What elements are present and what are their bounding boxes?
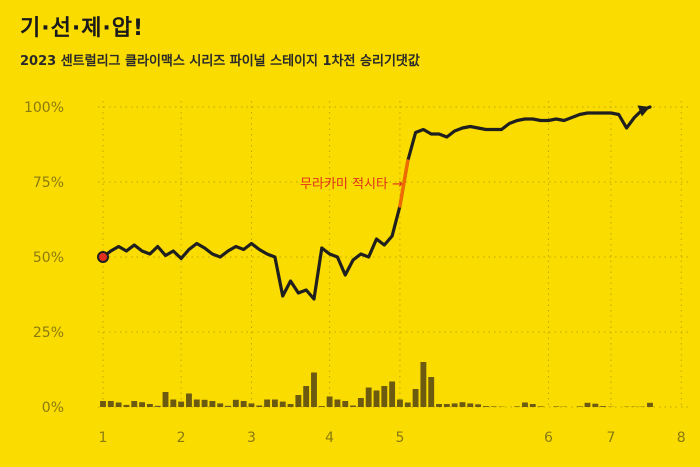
swing-bar xyxy=(529,404,536,407)
swing-bar xyxy=(154,405,161,407)
swing-bar xyxy=(522,402,528,407)
swing-bar xyxy=(389,381,396,407)
swing-bar xyxy=(232,399,239,407)
swing-bar xyxy=(482,406,489,407)
swing-bar xyxy=(311,372,317,407)
swing-bar xyxy=(123,404,130,407)
end-arrow xyxy=(637,105,650,117)
y-tick-label: 75% xyxy=(33,175,64,191)
swing-bar xyxy=(217,403,224,407)
swing-bar xyxy=(600,406,607,407)
swing-bar xyxy=(131,401,138,407)
swing-bar xyxy=(186,393,192,407)
swing-bar xyxy=(279,401,286,407)
swing-bar xyxy=(553,406,560,407)
swing-bar xyxy=(357,398,364,407)
swing-bar xyxy=(264,399,271,407)
swing-bar xyxy=(381,386,388,407)
swing-bar xyxy=(271,399,278,407)
swing-bar xyxy=(318,406,325,407)
swing-bar xyxy=(248,403,255,407)
swing-bar xyxy=(365,387,372,407)
swing-bar xyxy=(537,406,544,407)
swing-bar xyxy=(326,396,333,407)
x-tick-label: 2 xyxy=(177,430,186,446)
swing-bar xyxy=(420,362,427,407)
swing-bar xyxy=(100,401,106,407)
annotation-label: 무라카미 적시타 → xyxy=(300,177,403,192)
swing-bar xyxy=(490,406,497,407)
win-probability-line xyxy=(101,105,652,301)
x-tick-label: 4 xyxy=(325,430,334,446)
page-subtitle: 2023 센트럴리그 클라이맥스 시리즈 파이널 스테이지 1차전 승리기댓값 xyxy=(20,54,420,69)
swing-bar xyxy=(592,403,599,407)
swing-bar xyxy=(107,401,114,407)
swing-bar xyxy=(240,401,247,407)
swing-bar xyxy=(193,399,200,407)
swing-bar xyxy=(115,402,122,407)
page-title: 기·선·제·압! xyxy=(20,16,145,41)
swing-bar xyxy=(170,399,177,407)
swing-bar xyxy=(404,402,411,407)
swing-bar xyxy=(436,404,442,407)
x-tick-label: 6 xyxy=(544,430,553,446)
swing-bar xyxy=(647,402,653,407)
y-tick-label: 25% xyxy=(33,325,64,341)
swing-bar xyxy=(303,386,310,407)
swing-bar xyxy=(342,401,349,407)
swing-bar xyxy=(373,390,380,407)
y-tick-label: 50% xyxy=(33,250,64,266)
swing-bar xyxy=(209,401,216,407)
swing-bar xyxy=(443,404,450,407)
swing-bar xyxy=(467,403,474,407)
x-tick-label: 5 xyxy=(395,430,404,446)
y-tick-label: 100% xyxy=(24,100,64,116)
swing-bar xyxy=(350,405,356,407)
x-tick-label: 3 xyxy=(247,430,256,446)
swing-bar xyxy=(256,405,263,407)
swing-bar xyxy=(397,399,403,407)
swing-bar xyxy=(295,395,302,407)
swing-bar xyxy=(514,406,521,407)
swing-bar xyxy=(139,402,146,407)
swing-bar xyxy=(201,399,208,407)
swing-bar xyxy=(459,402,466,407)
swing-bar xyxy=(475,404,482,407)
swing-bar xyxy=(584,402,591,407)
x-tick-label: 7 xyxy=(606,430,615,446)
x-tick-label: 8 xyxy=(677,430,686,446)
swing-bar xyxy=(451,403,458,407)
swing-bar xyxy=(287,404,294,407)
swing-bar xyxy=(146,404,153,407)
swing-bar xyxy=(334,399,341,407)
swing-bar xyxy=(428,377,435,407)
swing-bar xyxy=(576,406,583,407)
swing-bar xyxy=(225,405,231,407)
swing-bar xyxy=(162,392,169,407)
start-marker xyxy=(97,251,109,263)
x-tick-label: 1 xyxy=(99,430,108,446)
y-tick-label: 0% xyxy=(42,400,64,416)
swing-bar xyxy=(178,401,185,407)
highlight-segment xyxy=(398,159,410,208)
swing-bar xyxy=(412,389,419,407)
